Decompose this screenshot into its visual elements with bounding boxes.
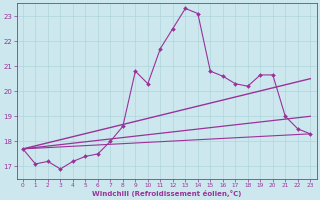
- X-axis label: Windchill (Refroidissement éolien,°C): Windchill (Refroidissement éolien,°C): [92, 190, 241, 197]
